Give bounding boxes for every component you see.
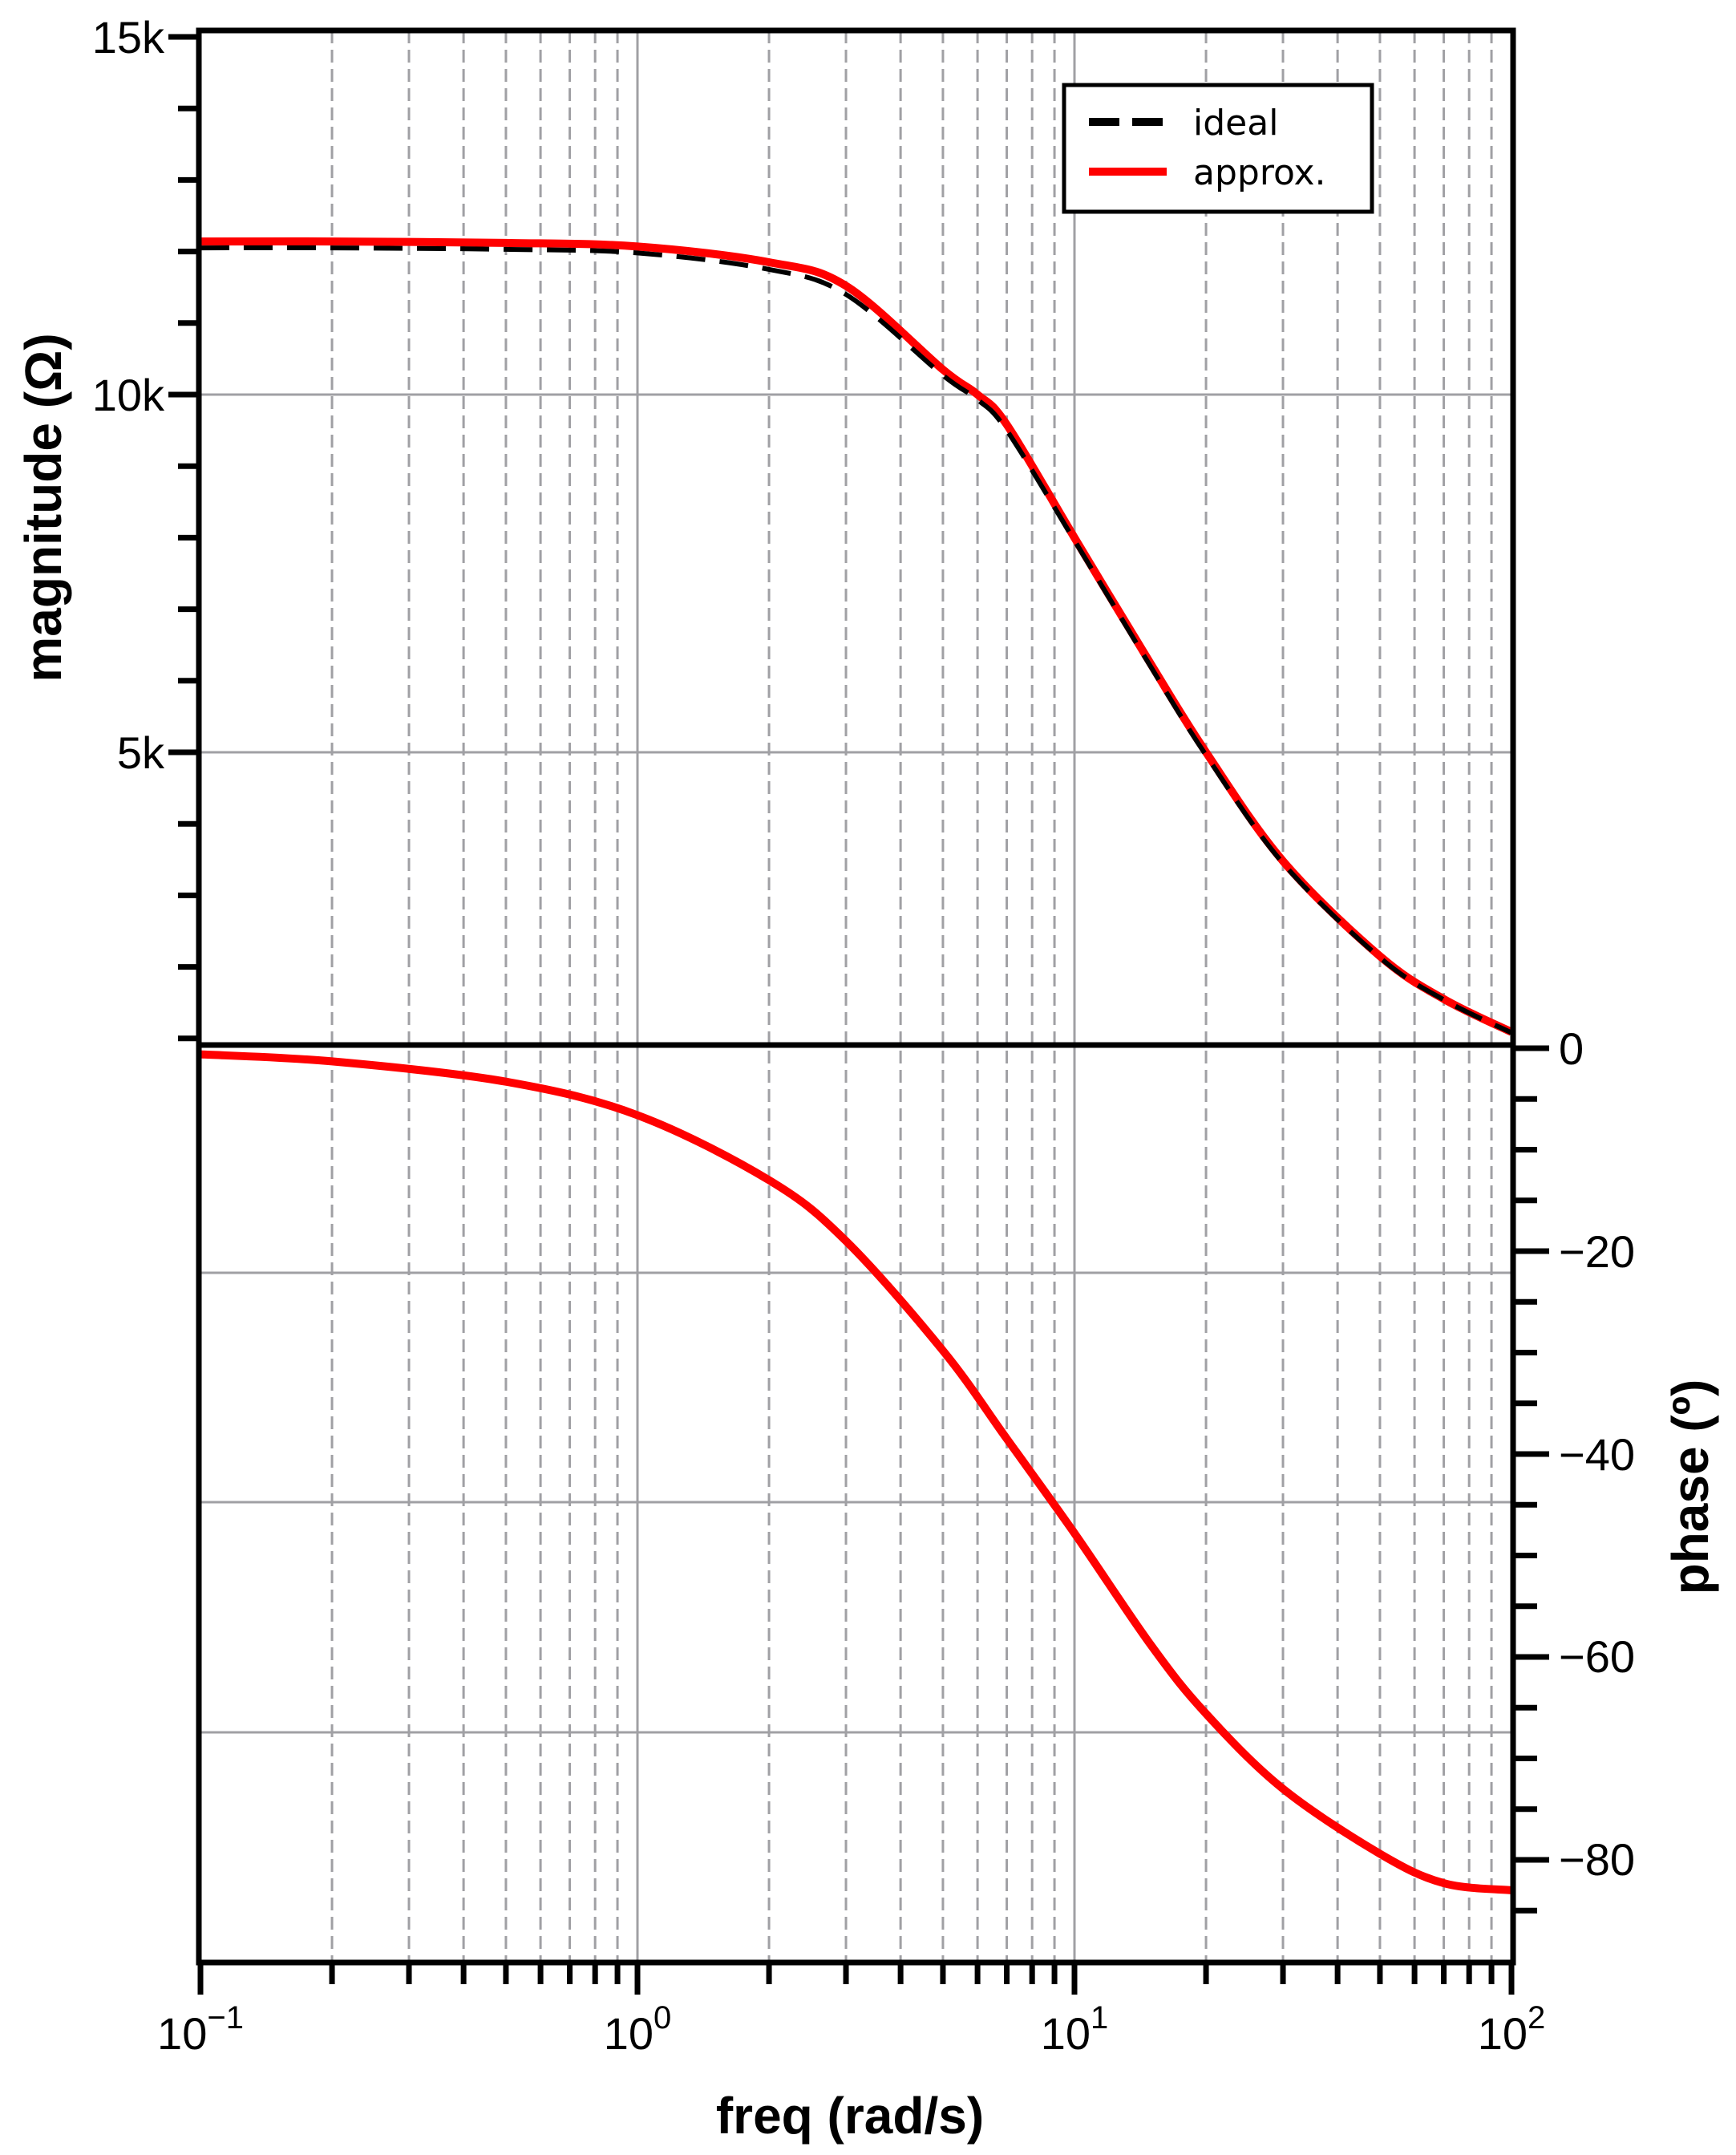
phase-tick-labels: 0 −20 −40 −60 −80 <box>1559 1023 1635 1885</box>
freq-tick-10: 101 <box>1041 2000 1109 2059</box>
magnitude-curves <box>200 237 1514 1036</box>
legend-box <box>1062 83 1374 214</box>
magnitude-tick-labels: 15k 10k 5k <box>92 12 165 778</box>
mag-tick-5k: 5k <box>117 727 165 778</box>
legend: ideal approx. <box>1062 83 1374 214</box>
phase-tick-minus40: −40 <box>1559 1429 1635 1480</box>
vertical-grid-lines <box>330 30 1493 1963</box>
mag-tick-15k: 15k <box>92 12 165 63</box>
phase-tick-0: 0 <box>1559 1023 1584 1074</box>
phase-curves <box>200 1050 1512 1894</box>
horizontal-grid-lines <box>199 393 1513 1734</box>
frequency-tick-labels: 10−1 100 101 102 <box>157 2000 1545 2059</box>
magnitude-axis-title: magnitude (Ω) <box>14 333 72 682</box>
phase-axis-title: phase (º) <box>1661 1379 1719 1595</box>
freq-tick-100: 102 <box>1478 2000 1546 2059</box>
phase-tick-minus20: −20 <box>1559 1226 1635 1277</box>
phase-tick-minus60: −60 <box>1559 1631 1635 1682</box>
axis-ticks <box>168 34 1549 1995</box>
phase-tick-minus80: −80 <box>1559 1834 1635 1885</box>
magnitude-ideal-line <box>200 245 1513 1035</box>
phase-ideal-line <box>200 1051 1512 1893</box>
mag-tick-10k: 10k <box>92 370 165 420</box>
legend-ideal-label: ideal <box>1193 103 1278 144</box>
frequency-axis-title: freq (rad/s) <box>716 2087 984 2145</box>
phase-approx-line <box>200 1050 1512 1894</box>
magnitude-approx-line <box>200 237 1514 1036</box>
legend-approx-label: approx. <box>1193 152 1326 193</box>
freq-tick-1: 100 <box>604 2000 672 2059</box>
freq-tick-0.1: 10−1 <box>157 2000 244 2059</box>
plot-frame <box>196 27 1516 1966</box>
